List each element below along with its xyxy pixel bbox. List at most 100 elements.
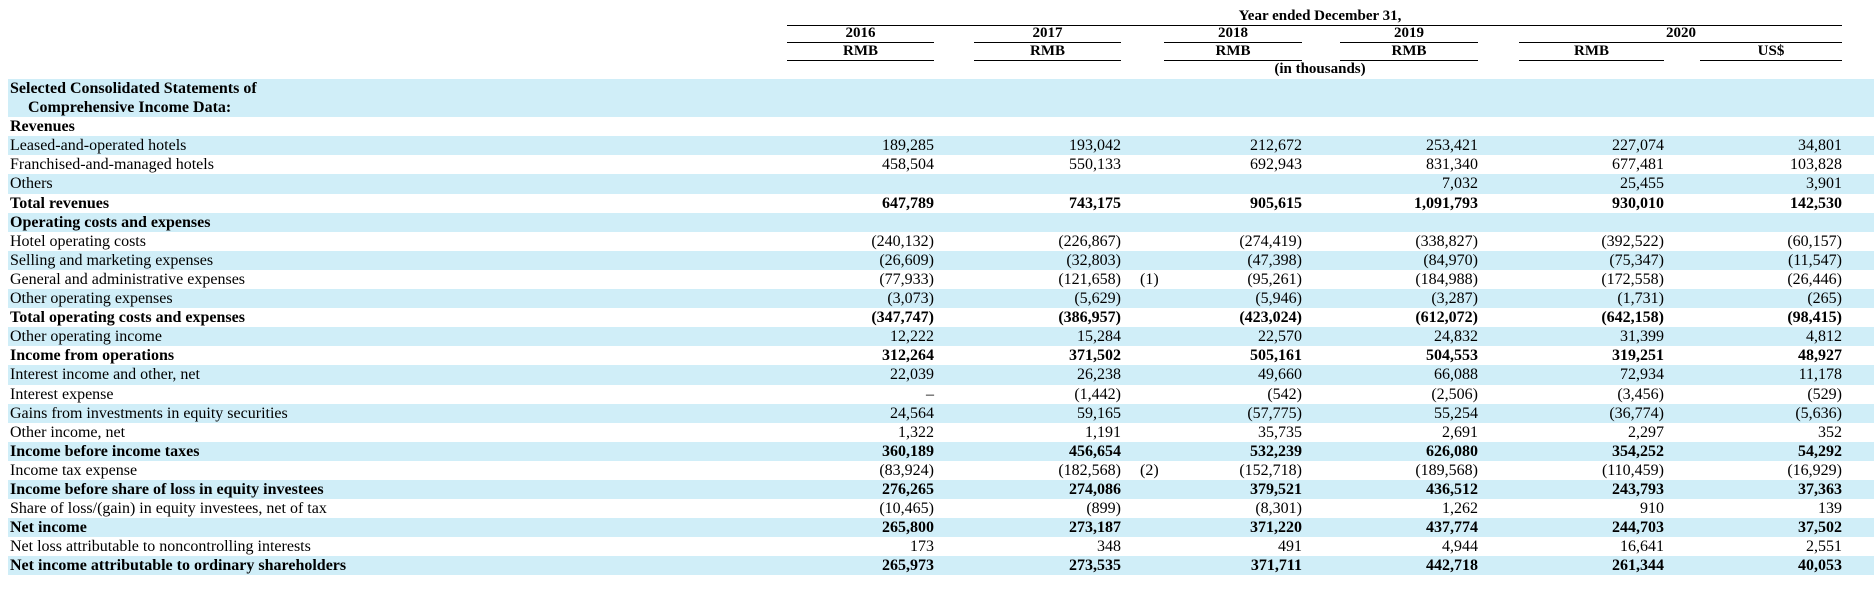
cell-2019-rmb: (3,287): [1431, 290, 1478, 308]
cell-2018-rmb: 491: [1278, 538, 1302, 556]
currency-rule-2020-usd: [1700, 60, 1842, 61]
table-row: Net loss attributable to noncontrolling …: [8, 537, 1874, 556]
cell-2017-rmb: 550,133: [1069, 156, 1121, 174]
row-label: General and administrative expenses: [10, 270, 246, 288]
cell-2019-rmb: 253,421: [1426, 137, 1478, 155]
row-label: Selling and marketing expenses: [10, 251, 214, 269]
table-row: General and administrative expenses (77,9…: [8, 270, 1874, 289]
cell-2020-rmb: 244,703: [1612, 519, 1664, 537]
cell-2016-rmb: (240,132): [871, 232, 934, 250]
cell-2019-rmb: (338,827): [1415, 232, 1478, 250]
row-label: Hotel operating costs: [10, 232, 146, 250]
row-label: Interest income and other, net: [10, 366, 200, 384]
cell-2018-rmb: 532,239: [1250, 442, 1302, 460]
currency-2016: RMB: [843, 43, 878, 59]
cell-2020-rmb: 677,481: [1612, 156, 1664, 174]
cell-2017-rmb: 348: [1097, 538, 1121, 556]
cell-2018-rmb: (47,398): [1247, 251, 1302, 269]
cell-2017-rmb: 274,086: [1069, 480, 1121, 498]
cell-2020-usd: 4,812: [1806, 328, 1842, 346]
cell-2017-rmb: (1,442): [1074, 385, 1121, 403]
cell-2017-rmb: (386,957): [1058, 309, 1121, 327]
income-statement-table: Selected Consolidated Statements of Compr…: [8, 79, 1874, 576]
cell-2016-rmb: (26,609): [879, 251, 934, 269]
cell-2018-rmb: 22,570: [1258, 328, 1302, 346]
cell-2019-rmb: 436,512: [1426, 480, 1478, 498]
table-row: Operating costs and expenses: [8, 212, 1874, 232]
year-rule-2018: [1164, 42, 1302, 43]
period-header: Year ended December 31,: [1238, 8, 1402, 24]
cell-2016-rmb: 276,265: [882, 480, 934, 498]
row-label: Net income attributable to ordinary shar…: [10, 557, 347, 575]
cell-2020-rmb: 25,455: [1620, 175, 1664, 193]
table-row: Other operating income 12,222 15,284 22,570…: [8, 327, 1874, 347]
cell-2018-rmb: 692,943: [1250, 156, 1302, 174]
cell-2020-rmb: (75,347): [1609, 251, 1664, 269]
cell-2018-rmb: (8,301): [1255, 500, 1302, 518]
table-row: Others 7,032 25,455 3,901: [8, 174, 1874, 194]
row-label: Income from operations: [10, 347, 175, 365]
table-row: Interest income and other, net 22,039 26,2…: [8, 365, 1874, 385]
cell-2020-rmb: 319,251: [1612, 347, 1664, 365]
cell-2017-rmb: (121,658): [1058, 270, 1121, 288]
row-label: Income tax expense: [10, 461, 138, 479]
cell-2019-rmb: 4,944: [1442, 538, 1478, 556]
cell-2019-rmb: 831,340: [1426, 156, 1478, 174]
row-label: Gains from investments in equity securit…: [10, 404, 288, 422]
row-label: Income before share of loss in equity in…: [10, 480, 324, 498]
table-row: Net income 265,800 273,187 371,220 437,774 24…: [8, 518, 1874, 538]
table-row: Income tax expense (83,924) (182,568) (152,…: [8, 461, 1874, 480]
cell-2020-usd: 37,363: [1798, 480, 1842, 498]
cell-2017-rmb: (32,803): [1066, 251, 1121, 269]
unit-note: (in thousands): [1274, 61, 1366, 77]
cell-2018-rmb: (274,419): [1239, 232, 1302, 250]
year-2016: 2016: [845, 25, 876, 41]
row-label: Total operating costs and expenses: [10, 309, 245, 327]
cell-2017-rmb: 15,284: [1077, 328, 1121, 346]
row-label: Income before income taxes: [10, 442, 200, 460]
row-label: Selected Consolidated Statements of: [10, 80, 257, 97]
cell-2020-rmb: 2,297: [1628, 423, 1664, 441]
cell-2020-usd: (529): [1807, 385, 1842, 403]
table-row: Total operating costs and expenses (347,7…: [8, 308, 1874, 327]
cell-2020-rmb: (3,456): [1617, 385, 1664, 403]
table-row: Net income attributable to ordinary shar…: [8, 556, 1874, 576]
cell-2016-rmb: (3,073): [887, 290, 934, 308]
cell-2020-usd: 54,292: [1798, 442, 1842, 460]
cell-2016-rmb: (347,747): [871, 309, 934, 327]
cell-2020-rmb: 930,010: [1612, 194, 1664, 212]
cell-2017-rmb: (226,867): [1058, 232, 1121, 250]
table-row: Revenues: [8, 117, 1874, 136]
row-label: Net income: [10, 519, 87, 537]
table-row: Total revenues 647,789 743,175 905,615 1,091…: [8, 194, 1874, 213]
table-row: Income from operations 312,264 371,502 505,…: [8, 346, 1874, 365]
cell-2016-rmb: 12,222: [890, 328, 934, 346]
table-row: Gains from investments in equity securit…: [8, 403, 1874, 423]
cell-2016-rmb: 458,504: [882, 156, 934, 174]
table-row: Leased-and-operated hotels 189,285 193,042…: [8, 136, 1874, 156]
cell-2020-usd: (16,929): [1787, 461, 1842, 479]
year-2017: 2017: [1032, 25, 1063, 41]
cell-2020-rmb: (36,774): [1609, 404, 1664, 422]
table-row: Other operating expenses (3,073) (5,629) (5…: [8, 289, 1874, 309]
cell-2020-rmb: 261,344: [1612, 557, 1664, 575]
table-row: Income before income taxes 360,189 456,654…: [8, 441, 1874, 461]
currency-rule-2020-rmb: [1519, 60, 1664, 61]
cell-2020-rmb: 16,641: [1620, 538, 1664, 556]
cell-2020-usd: (265): [1807, 290, 1842, 308]
cell-2017-rmb: 743,175: [1069, 194, 1121, 212]
cell-2016-rmb: 22,039: [890, 366, 934, 384]
cell-2019-rmb: (189,568): [1415, 461, 1478, 479]
cell-2019-rmb: 504,553: [1426, 347, 1478, 365]
table-row: Selling and marketing expenses (26,609) (3…: [8, 250, 1874, 270]
cell-2018-rmb: 49,660: [1258, 366, 1302, 384]
table-row: Franchised-and-managed hotels 458,504 550,…: [8, 155, 1874, 174]
currency-rule-2019: [1340, 60, 1478, 61]
row-label: Other operating expenses: [10, 290, 173, 308]
row-label: Others: [10, 175, 53, 193]
currency-rule-2016: [787, 60, 934, 61]
cell-2017-rmb: 273,535: [1069, 557, 1121, 575]
cell-2020-usd: 40,053: [1798, 557, 1842, 575]
cell-2018-rmb: (423,024): [1239, 309, 1302, 327]
cell-2019-rmb: 1,091,793: [1414, 194, 1478, 212]
